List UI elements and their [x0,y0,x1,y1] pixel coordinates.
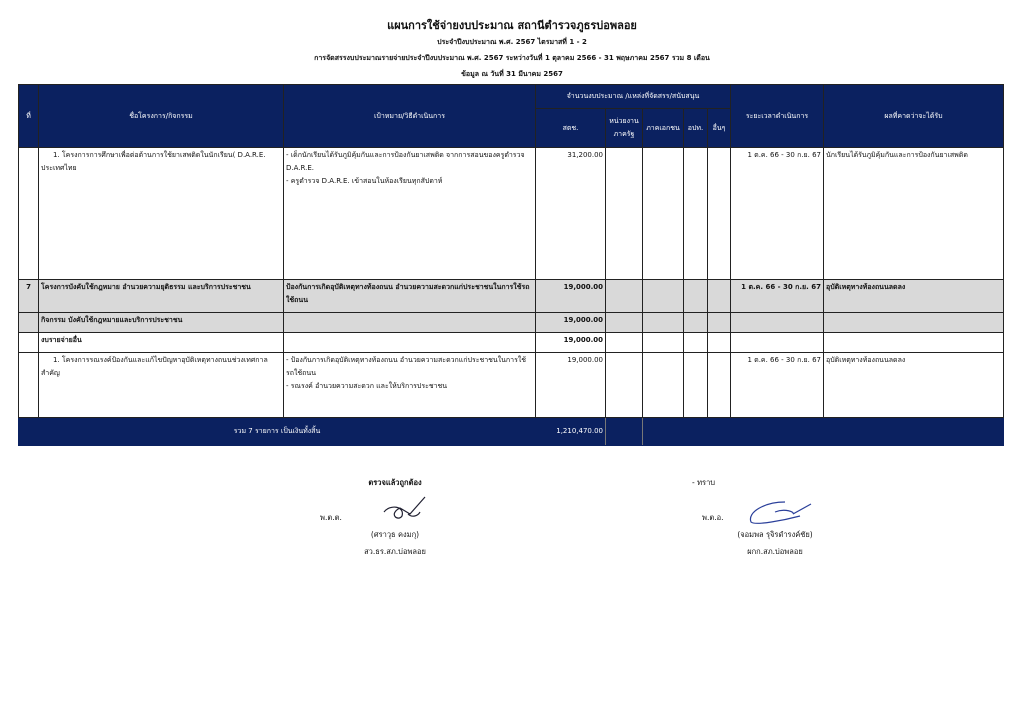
right-rank: พ.ต.อ. [702,513,724,522]
subtitle: ข้อมูล ณ วันที่ 31 มีนาคม 2567 [461,70,563,78]
project-name: 1. โครงการการศึกษาเพื่อต่อต้านการใช้ยาเส… [38,147,284,280]
left-heading: ตรวจแล้วถูกต้อง [368,478,422,487]
header-local: อปท. [683,108,708,148]
header-no: ที่ [18,84,39,148]
table-row: งบรายจ่ายอื่น 19,000.00 [18,332,1004,353]
left-rank: พ.ต.ต. [320,513,342,522]
table-row: 1. โครงการรณรงค์ป้องกันและแก้ไขปัญหาอุบั… [18,352,1004,418]
right-name: (จอมพล รุจิรดำรงค์ชัย) [737,530,813,539]
table-row: 7 โครงการบังคับใช้กฎหมาย อำนวยความยุติธร… [18,279,1004,313]
total-row: รวม 7 รายการ เป็นเงินทั้งสิ้น 1,210,470.… [18,417,1004,446]
budget-table: ที่ ชื่อโครงการ/กิจกรรม เป้าหมาย/วิธีดำเ… [18,84,1004,446]
right-heading: - ทราบ [692,478,716,487]
header-result: ผลที่คาดว่าจะได้รับ [823,84,1004,148]
project-goal: - เด็กนักเรียนได้รับภูมิคุ้มกันและการป้อ… [283,147,536,280]
header-goal: เป้าหมาย/วิธีดำเนินการ [283,84,536,148]
header-period: ระยะเวลาดำเนินการ [730,84,824,148]
subtitle: การจัดสรรงบประมาณรายจ่ายประจำปีงบประมาณ … [314,54,710,62]
table-row: 1. โครงการการศึกษาเพื่อต่อต้านการใช้ยาเส… [18,147,1004,280]
left-position: สว.ธร.สภ.บ่อพลอย [364,547,426,556]
header-police: สตช. [535,108,606,148]
header-gov: หน่วยงานภาครัฐ [605,108,643,148]
page-title: แผนการใช้จ่ายงบประมาณ สถานีตำรวจภูธรบ่อพ… [387,19,637,32]
signature-right [749,501,812,524]
header-name: ชื่อโครงการ/กิจกรรม [38,84,284,148]
signature-left [383,496,426,519]
header-budget-group: จำนวนงบประมาณ /แหล่งที่จัดสรร/สนับสนุน [535,84,731,109]
left-name: (ศราวุธ คงมกุ) [370,530,420,539]
table-row: กิจกรรม บังคับใช้กฎหมายและบริการประชาชน … [18,312,1004,333]
right-position: ผกก.สภ.บ่อพลอย [747,547,803,556]
subtitle: ประจำปีงบประมาณ พ.ศ. 2567 ไตรมาสที่ 1 - … [437,38,587,46]
header-other: อื่นๆ [707,108,731,148]
header-private: ภาคเอกชน [642,108,684,148]
